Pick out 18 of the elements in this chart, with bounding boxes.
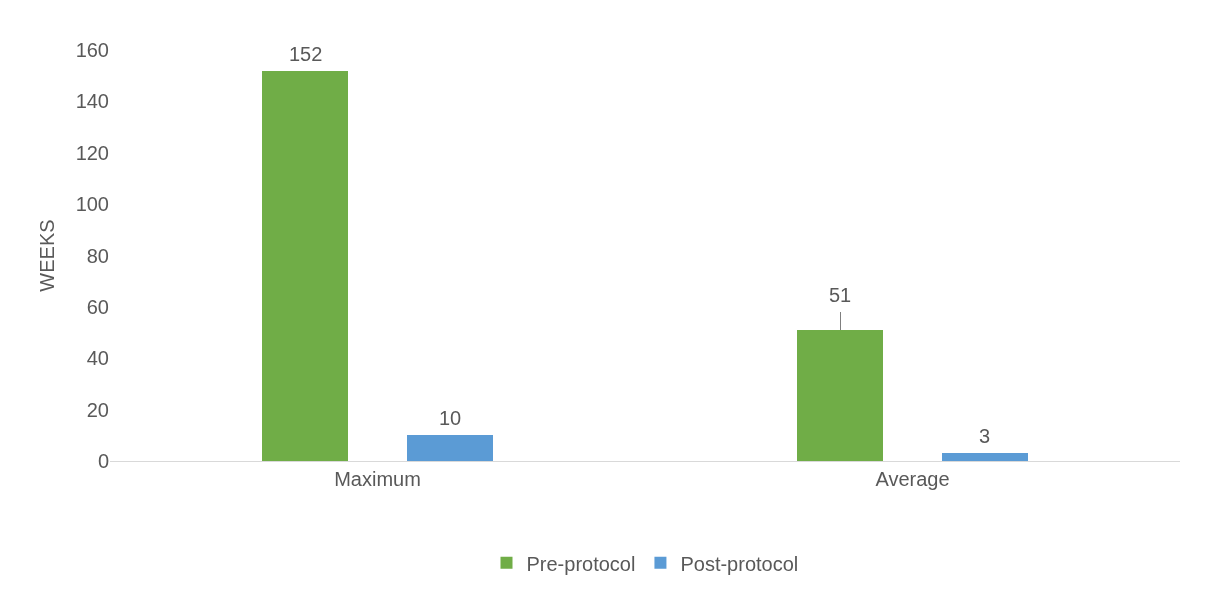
x-tick-label: Average bbox=[875, 468, 950, 490]
y-tick-label: 100 bbox=[75, 193, 109, 216]
y-tick-label: 40 bbox=[86, 347, 109, 370]
y-tick-label: 140 bbox=[75, 90, 109, 113]
data-label: 10 bbox=[439, 407, 462, 429]
y-tick-label: 0 bbox=[97, 450, 109, 472]
data-label: 152 bbox=[289, 43, 323, 65]
data-label: 3 bbox=[979, 425, 991, 447]
y-tick-label: 80 bbox=[86, 244, 109, 267]
y-tick-label: 120 bbox=[75, 141, 109, 164]
y-tick-label: 20 bbox=[86, 398, 109, 421]
data-label: 51 bbox=[829, 284, 852, 306]
legend-label: Pre-protocol bbox=[526, 552, 636, 575]
y-axis-title: WEEKS bbox=[36, 219, 59, 292]
y-tick-label: 60 bbox=[86, 295, 109, 318]
legend-label: Post-protocol bbox=[680, 552, 799, 575]
x-tick-label: Maximum bbox=[334, 468, 421, 490]
y-tick-label: 160 bbox=[75, 39, 109, 61]
